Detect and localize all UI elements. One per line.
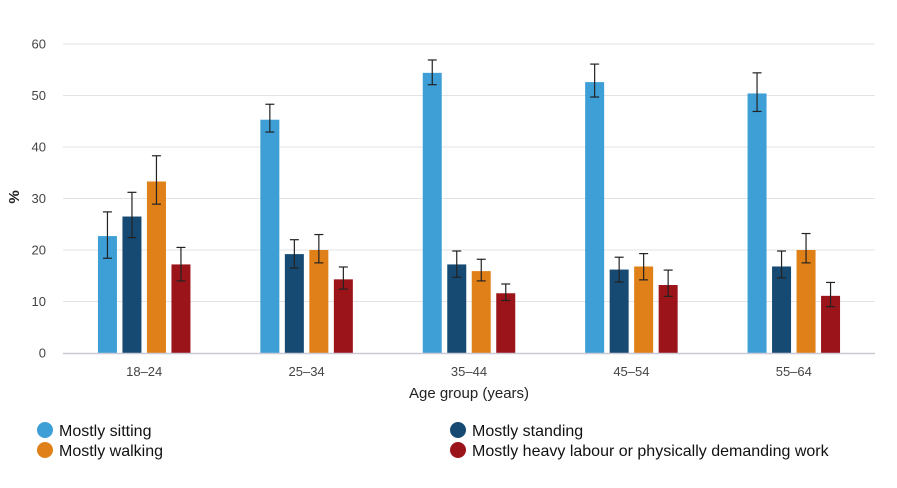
x-axis-title: Age group (years): [409, 385, 529, 402]
bar: [821, 295, 841, 353]
error-bar: [289, 239, 299, 269]
y-axis-title: %: [6, 190, 23, 203]
error-bar: [427, 59, 437, 86]
error-bar: [314, 233, 324, 264]
legend: Mostly sitting Mostly standing Mostly walk…: [37, 422, 830, 460]
bars: [97, 72, 841, 354]
error-bar: [102, 211, 112, 259]
bar: [496, 293, 516, 353]
bar: [422, 72, 442, 353]
bar: [97, 236, 117, 353]
bar: [796, 250, 816, 353]
bar: [122, 216, 142, 353]
error-bar: [826, 281, 836, 308]
bar: [658, 285, 678, 353]
bar: [471, 271, 491, 353]
error-bar: [265, 103, 275, 133]
legend-swatch: [450, 422, 466, 438]
bar: [634, 266, 654, 353]
legend-label: Mostly standing: [472, 423, 583, 440]
bar: [747, 93, 767, 353]
bar: [585, 82, 605, 354]
error-bar: [639, 253, 649, 281]
x-tick-label: 55–64: [776, 364, 812, 379]
y-tick-label: 60: [32, 37, 46, 52]
error-bars: [102, 59, 836, 308]
bar: [609, 269, 629, 353]
error-bar: [476, 258, 486, 282]
legend-swatch: [37, 422, 53, 438]
legend-item: Mostly standing: [450, 422, 583, 440]
bar: [447, 264, 467, 353]
error-bar: [752, 72, 762, 113]
bar: [309, 250, 329, 353]
error-bar: [590, 63, 600, 98]
bar: [260, 119, 280, 353]
x-axis-ticks: 18–24 25–34 35–44 45–54 55–64: [126, 364, 812, 379]
y-tick-label: 20: [32, 243, 46, 258]
error-bar: [777, 250, 787, 279]
error-bar: [151, 155, 161, 205]
legend-item: Mostly heavy labour or physically demand…: [450, 442, 830, 460]
x-tick-label: 35–44: [451, 364, 487, 379]
x-tick-label: 25–34: [289, 364, 325, 379]
error-bar: [127, 191, 137, 239]
error-bar: [452, 250, 462, 278]
legend-item: Mostly sitting: [37, 422, 151, 440]
error-bar: [614, 256, 624, 283]
error-bar: [176, 246, 186, 282]
legend-label: Mostly sitting: [59, 423, 151, 440]
y-tick-label: 30: [32, 191, 46, 206]
error-bar: [501, 283, 511, 302]
y-tick-label: 10: [32, 294, 46, 309]
bar: [772, 266, 792, 353]
legend-swatch: [450, 442, 466, 458]
bar: [284, 254, 304, 353]
error-bar: [801, 232, 811, 264]
y-tick-label: 0: [39, 346, 46, 361]
y-axis-ticks: 0 10 20 30 40 50 60: [32, 37, 46, 361]
bar: [146, 181, 166, 353]
legend-item: Mostly walking: [37, 442, 163, 460]
y-tick-label: 50: [32, 88, 46, 103]
legend-label: Mostly heavy labour or physically demand…: [472, 443, 830, 460]
x-tick-label: 18–24: [126, 364, 162, 379]
x-tick-label: 45–54: [613, 364, 649, 379]
legend-swatch: [37, 442, 53, 458]
error-bar: [338, 266, 348, 290]
legend-label: Mostly walking: [59, 443, 163, 460]
error-bar: [663, 269, 673, 297]
y-tick-label: 40: [32, 140, 46, 155]
bar: [333, 279, 353, 353]
bar: [171, 264, 191, 353]
gridlines: [63, 43, 875, 302]
